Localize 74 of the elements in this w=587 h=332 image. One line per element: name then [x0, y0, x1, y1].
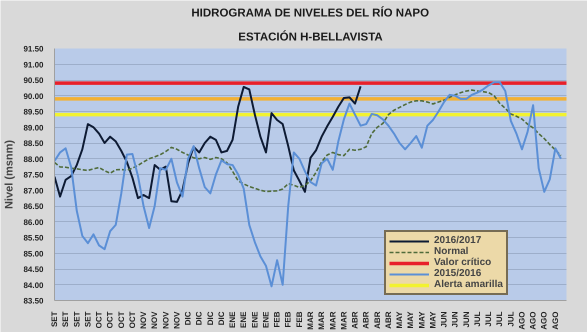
legend-label: Alerta amarilla: [434, 279, 503, 290]
x-tick-label: AGO: [528, 311, 538, 330]
x-tick-label: ENE: [228, 310, 238, 328]
chart-title: HIDROGRAMA DE NIVELES DEL RÍO NAPO: [191, 6, 430, 20]
x-tick-label: MAR: [306, 311, 315, 330]
x-tick-label: DIC: [206, 311, 215, 326]
x-tick-label: ENE: [261, 310, 270, 328]
chart-subtitle: ESTACIÓN H-BELLAVISTA: [238, 30, 383, 44]
y-tick-label: 84.50: [23, 265, 44, 274]
y-tick-label: 88.00: [23, 154, 44, 164]
x-tick-label: SET: [72, 311, 82, 328]
x-tick-label: MAR: [317, 311, 326, 330]
x-tick-label: DIC: [194, 311, 204, 326]
line-series: [54, 85, 362, 203]
y-tick-label: 88.50: [23, 139, 44, 148]
x-tick-label: NOV: [172, 310, 182, 329]
x-tick-label: JUL: [495, 311, 504, 327]
x-tick-label: ABR: [384, 311, 393, 329]
line-series: [54, 89, 562, 192]
x-tick-label: ENE: [239, 310, 248, 328]
x-tick-label: ABR: [372, 311, 382, 329]
x-tick-label: JUL: [484, 311, 494, 327]
x-tick-label: MAR: [328, 311, 338, 330]
x-tick-label: MAY: [406, 310, 416, 329]
x-tick-label: FEB: [272, 311, 282, 328]
x-tick-label: MAY: [428, 310, 438, 329]
x-tick-label: ABR: [350, 311, 360, 329]
y-tick-label: 90.50: [23, 76, 44, 85]
x-tick-label: JUL: [472, 311, 482, 327]
x-tick-label: SET: [83, 311, 92, 328]
x-tick-label: FEB: [284, 311, 293, 328]
legend-label: Valor crítico: [434, 257, 492, 268]
x-tick-label: JUL: [506, 311, 516, 327]
x-tick-label: FEB: [294, 311, 304, 328]
x-tick-label: SET: [61, 311, 70, 328]
x-tick-label: OCT: [106, 311, 115, 328]
line-series: [54, 81, 562, 288]
y-tick-label: 85.00: [23, 249, 44, 258]
y-tick-label: 83.50: [23, 296, 44, 306]
y-tick-label: 90.00: [23, 92, 44, 101]
x-tick-label: SET: [50, 311, 59, 328]
x-tick-label: OCT: [116, 311, 126, 328]
x-tick-label: MAY: [395, 310, 404, 329]
y-axis-title: Nivel (msnm): [3, 140, 16, 210]
x-tick-label: AGO: [540, 311, 549, 330]
y-tick-label: 89.50: [23, 108, 44, 116]
x-tick-label: NOV: [150, 310, 160, 329]
x-tick-label: OCT: [94, 311, 104, 328]
legend-label: Normal: [434, 246, 468, 257]
legend-label: 2015/2016: [434, 268, 482, 279]
x-tick-label: JUN: [462, 311, 471, 328]
y-tick-label: 85.50: [23, 234, 44, 242]
x-tick-label: JUN: [440, 311, 449, 328]
x-tick-label: MAY: [417, 310, 426, 329]
y-tick-label: 86.00: [23, 218, 44, 227]
x-tick-label: JUN: [450, 311, 460, 328]
x-tick-label: NOV: [139, 310, 148, 329]
x-tick-label: ABR: [362, 311, 371, 329]
y-tick-label: 89.00: [23, 123, 44, 132]
y-tick-label: 91.00: [23, 60, 44, 70]
y-tick-label: 86.50: [23, 202, 44, 211]
x-tick-label: MAR: [339, 311, 348, 330]
y-tick-label: 87.50: [23, 170, 44, 180]
legend-label: 2016/2017: [434, 235, 482, 246]
x-tick-label: NOV: [161, 310, 170, 329]
x-tick-label: AGO: [517, 311, 526, 330]
y-tick-label: 87.00: [23, 186, 44, 196]
x-tick-label: DIC: [184, 311, 193, 326]
y-tick-label: 84.00: [23, 280, 44, 290]
x-tick-label: OCT: [128, 311, 137, 328]
x-tick-label: DIC: [216, 311, 226, 326]
y-tick-label: 91.50: [23, 44, 44, 54]
x-tick-label: AGO: [550, 311, 560, 330]
x-tick-label: ENE: [250, 310, 260, 328]
